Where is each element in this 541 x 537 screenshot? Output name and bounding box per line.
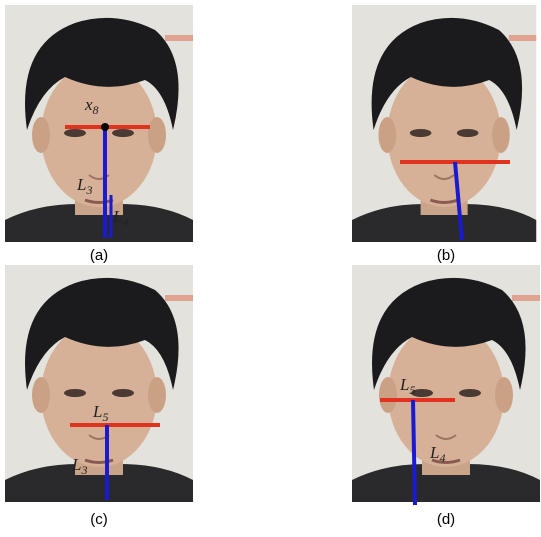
caption: (b) bbox=[437, 247, 455, 264]
caption: (d) bbox=[437, 511, 455, 528]
panel-c: L5 L3 (c) bbox=[5, 265, 193, 528]
panel-d: L5 L4 (d) bbox=[352, 265, 540, 528]
panel-a: x8 L3 L4 (a) bbox=[5, 5, 193, 264]
figure: x8 L3 L4 (a) (b) L5 L3 (c) L5 L4 (d) bbox=[0, 0, 541, 537]
caption: (a) bbox=[90, 247, 108, 264]
caption: (c) bbox=[90, 511, 108, 528]
panel-b: (b) bbox=[352, 5, 536, 264]
